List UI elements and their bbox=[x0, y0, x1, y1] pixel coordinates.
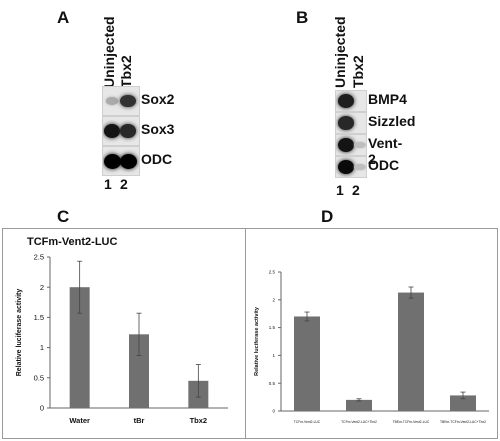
panel-c-letter: C bbox=[57, 207, 70, 226]
a-band-odc-lane2 bbox=[119, 153, 137, 169]
chart-d-ytick-label: 0 bbox=[272, 409, 275, 414]
panel-b-lane1-header: Uninjected bbox=[332, 16, 348, 88]
chart-d-bar bbox=[450, 395, 476, 411]
b-band-odc-lane2 bbox=[354, 163, 366, 171]
b-band-vent-2-lane1 bbox=[337, 137, 355, 153]
chart-c-bar bbox=[69, 287, 90, 408]
panel-b-lane2-number: 2 bbox=[352, 182, 360, 198]
b-band-vent-2-lane2 bbox=[354, 141, 366, 149]
b-band-odc-lane1 bbox=[337, 159, 355, 175]
chart-c-bar bbox=[129, 334, 149, 408]
b-blot-label-odc: ODC bbox=[368, 157, 400, 173]
a-band-sox3-lane1 bbox=[103, 123, 121, 139]
a-blot-strip-odc bbox=[102, 146, 140, 176]
chart-c-category-label: Water bbox=[69, 416, 90, 425]
a-blot-strip-sox3 bbox=[102, 116, 140, 146]
panel-b-lane1-number: 1 bbox=[336, 182, 344, 198]
chart-d-ytick-label: 0.5 bbox=[269, 381, 276, 386]
a-band-sox3-lane2 bbox=[120, 124, 136, 138]
a-band-sox2-lane1 bbox=[106, 97, 118, 105]
a-blot-label-odc: ODC bbox=[141, 151, 173, 167]
b-band-bmp4-lane1 bbox=[337, 94, 355, 108]
chart-d-ytick-label: 2 bbox=[272, 297, 275, 302]
b-blot-strip-sizzled bbox=[335, 112, 367, 134]
panel-b-letter: B bbox=[296, 8, 309, 27]
chart-c-ytick-label: 0 bbox=[40, 404, 44, 413]
a-blot-label-sox2: Sox2 bbox=[141, 91, 175, 107]
chart-c-ytick-label: 0.5 bbox=[34, 373, 44, 382]
b-blot-label-vent-2: Vent-2 bbox=[368, 135, 403, 167]
chart-c-category-label: tBr bbox=[134, 416, 145, 425]
chart-d-ytick-label: 2.5 bbox=[269, 270, 276, 275]
b-blot-strip-odc bbox=[335, 156, 367, 178]
chart-c-ytick-label: 2 bbox=[40, 283, 44, 292]
chart-d-ytick-label: 1.5 bbox=[269, 325, 276, 330]
chart-d-category-label: TBEm-TCFm-Vent2-LUC bbox=[393, 420, 430, 424]
chart-c-title: TCFm-Vent2-LUC bbox=[27, 236, 118, 248]
chart-d-bar bbox=[346, 399, 372, 411]
chart-c-ytick-label: 1.5 bbox=[34, 313, 44, 322]
b-blot-label-bmp4: BMP4 bbox=[368, 91, 407, 107]
a-band-odc-lane1 bbox=[103, 153, 121, 169]
panel-a-lane1-header: Uninjected bbox=[101, 16, 117, 88]
panel-c-chart: TCFm-Vent2-LUC Relative luciferase activi… bbox=[16, 236, 228, 425]
chart-c-ytick-label: 2.5 bbox=[34, 253, 44, 262]
chart-d-category-label: TCFm-Vent2-LUC+Tbx2 bbox=[341, 420, 377, 424]
panel-a-lane1-number: 1 bbox=[104, 176, 112, 192]
panel-d-frame bbox=[245, 228, 498, 439]
b-blot-label-sizzled: Sizzled bbox=[368, 113, 416, 129]
panel-d-letter: D bbox=[321, 207, 334, 226]
a-band-sox2-lane2 bbox=[120, 94, 136, 108]
chart-d-category-label: TCFm-Vent2-LUC bbox=[294, 420, 321, 424]
chart-c-category-label: Tbx2 bbox=[190, 416, 208, 425]
panel-a-letter: A bbox=[57, 8, 70, 27]
b-blot-strip-bmp4 bbox=[335, 90, 367, 112]
panel-a-lane2-header: Tbx2 bbox=[118, 55, 134, 88]
chart-c-ylabel: Relative luciferase activity bbox=[16, 289, 23, 377]
chart-d-bar bbox=[398, 292, 424, 411]
a-blot-label-sox3: Sox3 bbox=[141, 121, 175, 137]
chart-d-category-label: TBEm-TCFm-Vent2-LUC+Tbx2 bbox=[440, 420, 486, 424]
b-band-sizzled-lane1 bbox=[338, 116, 354, 130]
chart-c-ytick-label: 1 bbox=[40, 343, 44, 352]
chart-d-bar bbox=[294, 316, 320, 411]
b-blot-strip-vent-2 bbox=[335, 134, 367, 156]
panel-b-lane2-header: Tbx2 bbox=[350, 55, 366, 88]
panel-a-lane2-number: 2 bbox=[120, 176, 128, 192]
panel-d-chart: Relative luciferase activity 0 0.5 1 1.5 2 2.5… bbox=[254, 270, 489, 424]
a-blot-strip-sox2 bbox=[102, 86, 140, 116]
chart-d-ylabel: Relative luciferase activity bbox=[254, 306, 260, 376]
chart-d-ytick-label: 1 bbox=[272, 353, 275, 358]
